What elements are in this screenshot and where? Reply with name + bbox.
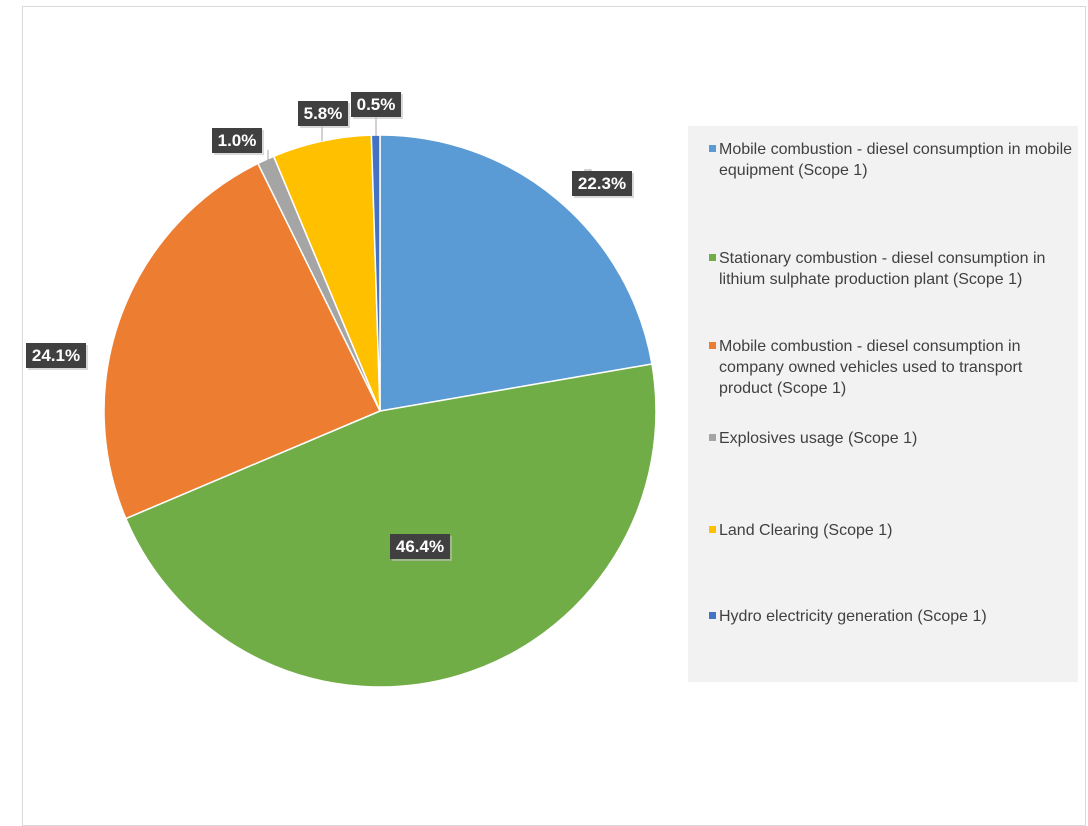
data-label-text: 24.1% bbox=[32, 346, 80, 365]
data-label-text: 1.0% bbox=[218, 131, 257, 150]
legend-item: Mobile combustion - diesel consumption i… bbox=[709, 139, 1079, 181]
legend-item: Stationary combustion - diesel consumpti… bbox=[709, 248, 1079, 290]
data-label-box bbox=[390, 534, 450, 559]
data-label-text: 5.8% bbox=[304, 104, 343, 123]
legend-label: Hydro electricity generation (Scope 1) bbox=[719, 608, 987, 625]
legend-label: Mobile combustion - diesel consumption i… bbox=[719, 141, 1073, 179]
legend-item: Mobile combustion - diesel consumption i… bbox=[709, 336, 1079, 399]
pie-chart: 22.3% 46.4% 24.1% 1.0% 5.8% 0.5% bbox=[26, 92, 657, 688]
legend: Mobile combustion - diesel consumption i… bbox=[688, 126, 1078, 682]
pie-slice bbox=[124, 363, 657, 688]
legend-item: Explosives usage (Scope 1) bbox=[709, 428, 1079, 449]
legend-label: Stationary combustion - diesel consumpti… bbox=[719, 250, 1046, 288]
data-label-text: 22.3% bbox=[578, 174, 626, 193]
data-label: 22.3% bbox=[572, 171, 634, 198]
pie-slice bbox=[103, 162, 382, 520]
data-labels: 22.3% 46.4% 24.1% 1.0% 5.8% 0.5% bbox=[26, 92, 634, 561]
data-label: 24.1% bbox=[26, 343, 88, 370]
data-label-text: 46.4% bbox=[396, 537, 444, 556]
data-label-box bbox=[351, 92, 401, 117]
data-label-box bbox=[298, 101, 348, 126]
legend-swatch bbox=[709, 526, 716, 533]
data-label: 1.0% bbox=[212, 128, 264, 155]
legend-swatch bbox=[709, 342, 716, 349]
pie-slice bbox=[379, 134, 653, 412]
data-label-box bbox=[572, 171, 632, 196]
pie-slices bbox=[103, 134, 657, 688]
legend-item: Land Clearing (Scope 1) bbox=[709, 520, 1079, 541]
legend-swatch bbox=[709, 434, 716, 441]
legend-swatch bbox=[709, 254, 716, 261]
legend-swatch bbox=[709, 145, 716, 152]
legend-label: Mobile combustion - diesel consumption i… bbox=[719, 338, 1023, 397]
data-label: 0.5% bbox=[351, 92, 403, 119]
legend-label: Land Clearing (Scope 1) bbox=[719, 522, 893, 539]
data-label: 5.8% bbox=[298, 101, 350, 128]
legend-swatch bbox=[709, 612, 716, 619]
legend-label: Explosives usage (Scope 1) bbox=[719, 430, 918, 447]
data-label: 46.4% bbox=[390, 534, 452, 561]
data-label-box bbox=[26, 343, 86, 368]
data-label-box bbox=[212, 128, 262, 153]
data-label-text: 0.5% bbox=[357, 95, 396, 114]
legend-item: Hydro electricity generation (Scope 1) bbox=[709, 606, 1079, 627]
